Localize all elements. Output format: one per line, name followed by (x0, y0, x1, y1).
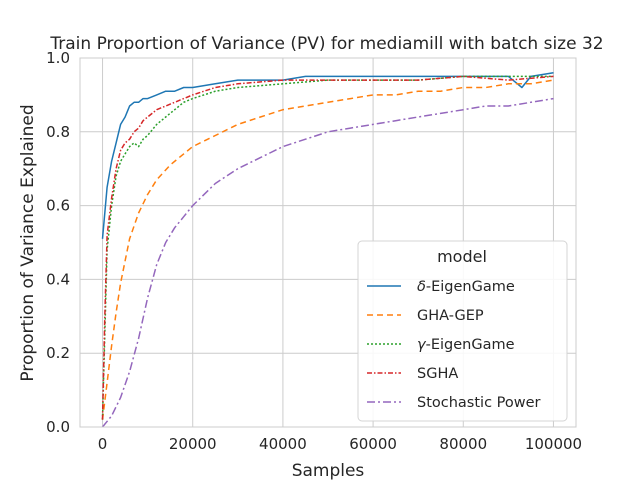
legend-label-stochastic-power: Stochastic Power (417, 395, 541, 411)
y-tick-label: 0.2 (46, 344, 70, 362)
legend-label-sgha: SGHA (417, 366, 458, 382)
series-line-gha-gep (101, 79, 554, 420)
series-line-sgha (101, 75, 554, 420)
y-axis-label: Proportion of Variance Explained (18, 104, 38, 381)
series-line-stochastic-power (101, 97, 554, 428)
legend-label-eigengame: δ-EigenGame (417, 279, 515, 295)
y-tick-label: 1.0 (46, 49, 70, 67)
chart-title: Train Proportion of Variance (PV) for me… (49, 34, 603, 54)
x-tick-label: 0 (98, 435, 108, 453)
series-line-eigengame (101, 72, 554, 239)
x-tick-label: 60000 (349, 435, 397, 453)
series-lines (101, 72, 554, 428)
legend-label-gha-gep: GHA-GEP (417, 308, 484, 324)
x-tick-label: 20000 (169, 435, 217, 453)
legend-label-symbol: δ (417, 279, 426, 295)
y-tick-label: 0.4 (46, 270, 70, 288)
legend-label-symbol: γ (417, 337, 427, 353)
y-tick-label: 0.0 (46, 418, 70, 436)
y-axis-ticks: 0.0 0.2 0.4 0.6 0.8 1.0 (46, 49, 70, 436)
x-tick-label: 40000 (259, 435, 307, 453)
legend: model δ-EigenGameGHA-GEPγ-EigenGameSGHAS… (357, 240, 568, 422)
x-axis-label: Samples (292, 461, 365, 480)
legend-entries: δ-EigenGameGHA-GEPγ-EigenGameSGHAStochas… (367, 279, 541, 411)
legend-label-text: -EigenGame (426, 279, 515, 295)
x-tick-label: 100000 (525, 435, 582, 453)
y-tick-label: 0.6 (46, 197, 70, 215)
legend-title: model (437, 247, 487, 266)
x-tick-label: 80000 (439, 435, 487, 453)
legend-label-eigengame: γ-EigenGame (417, 337, 515, 353)
y-tick-label: 0.8 (46, 123, 70, 141)
legend-box (357, 240, 568, 422)
plot-frame (79, 57, 577, 428)
x-axis-ticks: 0 20000 40000 60000 80000 100000 (98, 435, 582, 453)
legend-label-text: -EigenGame (426, 337, 515, 353)
